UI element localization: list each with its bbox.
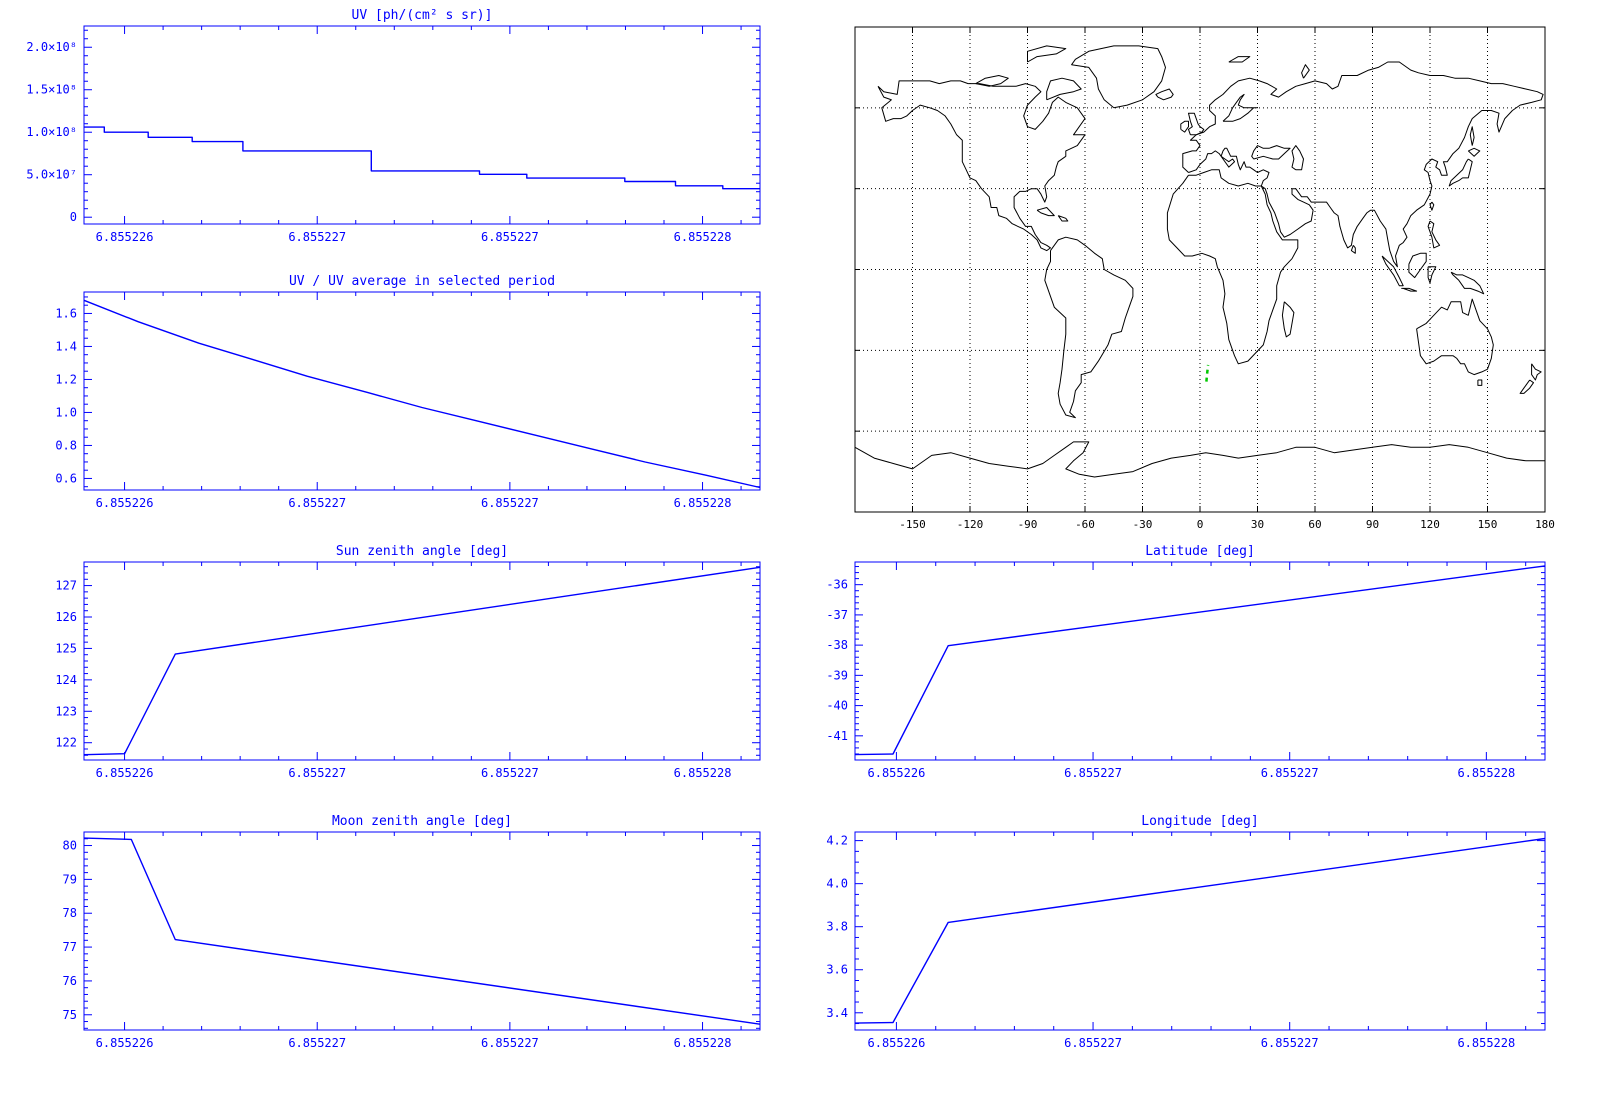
svg-text:-39: -39: [826, 668, 848, 682]
svg-text:1.5×10⁸: 1.5×10⁸: [26, 83, 77, 97]
svg-text:120: 120: [1420, 518, 1440, 531]
world-map-panel: -150 -120 -90 -60 -30 0 30 60 90 120 150 180: [841, 7, 1555, 542]
svg-text:-36: -36: [826, 578, 848, 592]
svg-text:4.0: 4.0: [826, 877, 848, 891]
svg-text:6.855226: 6.855226: [96, 766, 154, 780]
svg-text:1.2: 1.2: [55, 372, 77, 386]
svg-text:6.855227: 6.855227: [481, 1036, 539, 1050]
svg-text:3.8: 3.8: [826, 920, 848, 934]
svg-text:6.855227: 6.855227: [288, 766, 346, 780]
world-map-chart: -150 -120 -90 -60 -30 0 30 60 90 120 150 180: [854, 26, 1555, 531]
svg-text:1.6: 1.6: [55, 306, 77, 320]
svg-text:3.4: 3.4: [826, 1006, 848, 1020]
svg-text:90: 90: [1366, 518, 1379, 531]
svg-text:0: 0: [70, 210, 77, 224]
svg-text:-90: -90: [1018, 518, 1038, 531]
uv-flux-title: UV [ph/(cm² s sr)]: [351, 8, 493, 23]
svg-text:4.2: 4.2: [826, 834, 848, 848]
sun-zenith-title: Sun zenith angle [deg]: [335, 544, 509, 559]
uv-flux-chart: 6.855226 6.855227 6.855227 6.855228 0 5.0×10⁷…: [26, 25, 761, 244]
svg-text:0.8: 0.8: [55, 438, 77, 452]
svg-text:6.855227: 6.855227: [481, 230, 539, 244]
sun-zenith-panel: Sun zenith angle [deg] 6.855226 6.855227 6…: [12, 542, 770, 790]
svg-text:125: 125: [55, 641, 77, 655]
uv-ratio-panel: UV / UV average in selected period 6.855…: [12, 272, 770, 520]
svg-text:6.855226: 6.855226: [868, 1036, 926, 1050]
svg-text:0.6: 0.6: [55, 471, 77, 485]
svg-text:6.855227: 6.855227: [288, 1036, 346, 1050]
svg-text:6.855226: 6.855226: [868, 766, 926, 780]
svg-text:6.855228: 6.855228: [674, 496, 732, 510]
svg-text:124: 124: [55, 673, 77, 687]
latitude-chart: 6.855226 6.855227 6.855227 6.855228 -41 -40 -3…: [826, 561, 1546, 780]
svg-text:126: 126: [55, 610, 77, 624]
latitude-panel: Latitude [deg] 6.855226 6.855227 6.855227 6…: [783, 542, 1555, 790]
moon-zenith-panel: Moon zenith angle [deg] 6.855226 6.855227…: [12, 812, 770, 1060]
sun-zenith-chart: 6.855226 6.855227 6.855227 6.855228 122 123 12…: [55, 561, 761, 780]
longitude-panel: Longitude [deg] 6.855226 6.855227 6.855227…: [783, 812, 1555, 1060]
svg-text:-120: -120: [957, 518, 984, 531]
svg-text:76: 76: [63, 974, 77, 988]
svg-text:-30: -30: [1133, 518, 1153, 531]
uv-flux-panel: UV [ph/(cm² s sr)] 6.855226 6.855227 6.855…: [12, 6, 770, 254]
svg-text:-40: -40: [826, 699, 848, 713]
svg-text:80: 80: [63, 839, 77, 853]
svg-text:6.855228: 6.855228: [674, 230, 732, 244]
svg-text:6.855227: 6.855227: [1261, 1036, 1319, 1050]
svg-text:-150: -150: [899, 518, 926, 531]
svg-text:6.855227: 6.855227: [1064, 1036, 1122, 1050]
svg-text:6.855228: 6.855228: [674, 766, 732, 780]
svg-text:123: 123: [55, 704, 77, 718]
svg-text:6.855227: 6.855227: [1064, 766, 1122, 780]
svg-text:6.855227: 6.855227: [288, 496, 346, 510]
svg-text:6.855228: 6.855228: [674, 1036, 732, 1050]
svg-text:150: 150: [1478, 518, 1498, 531]
svg-text:180: 180: [1535, 518, 1555, 531]
svg-text:3.6: 3.6: [826, 963, 848, 977]
svg-text:6.855227: 6.855227: [1261, 766, 1319, 780]
longitude-chart: 6.855226 6.855227 6.855227 6.855228 3.4 3.6 3.…: [826, 831, 1546, 1050]
svg-text:6.855226: 6.855226: [96, 496, 154, 510]
svg-text:6.855227: 6.855227: [481, 766, 539, 780]
moon-zenith-title: Moon zenith angle [deg]: [331, 814, 512, 829]
svg-text:5.0×10⁷: 5.0×10⁷: [26, 168, 77, 182]
svg-text:6.855228: 6.855228: [1457, 1036, 1515, 1050]
moon-zenith-chart: 6.855226 6.855227 6.855227 6.855228 75 76 77 78…: [63, 831, 761, 1050]
svg-text:6.855228: 6.855228: [1457, 766, 1515, 780]
svg-text:1.4: 1.4: [55, 339, 77, 353]
svg-text:6.855226: 6.855226: [96, 1036, 154, 1050]
svg-text:6.855227: 6.855227: [481, 496, 539, 510]
svg-text:-37: -37: [826, 608, 848, 622]
svg-text:-60: -60: [1075, 518, 1095, 531]
svg-text:6.855226: 6.855226: [96, 230, 154, 244]
svg-text:127: 127: [55, 579, 77, 593]
svg-text:-41: -41: [826, 729, 848, 743]
svg-text:-38: -38: [826, 638, 848, 652]
svg-text:2.0×10⁸: 2.0×10⁸: [26, 40, 77, 54]
svg-text:77: 77: [63, 940, 77, 954]
uv-ratio-title: UV / UV average in selected period: [288, 274, 556, 289]
svg-text:6.855227: 6.855227: [288, 230, 346, 244]
svg-text:0: 0: [1197, 518, 1204, 531]
svg-text:78: 78: [63, 906, 77, 920]
svg-text:75: 75: [63, 1008, 77, 1022]
svg-text:1.0×10⁸: 1.0×10⁸: [26, 125, 77, 139]
longitude-title: Longitude [deg]: [1141, 814, 1259, 829]
svg-text:122: 122: [55, 736, 77, 750]
svg-text:60: 60: [1308, 518, 1321, 531]
svg-text:30: 30: [1251, 518, 1264, 531]
svg-text:1.0: 1.0: [55, 405, 77, 419]
uv-ratio-chart: 6.855226 6.855227 6.855227 6.855228 0.6 0.8 1.…: [55, 291, 761, 510]
latitude-title: Latitude [deg]: [1145, 544, 1255, 559]
svg-text:79: 79: [63, 872, 77, 886]
